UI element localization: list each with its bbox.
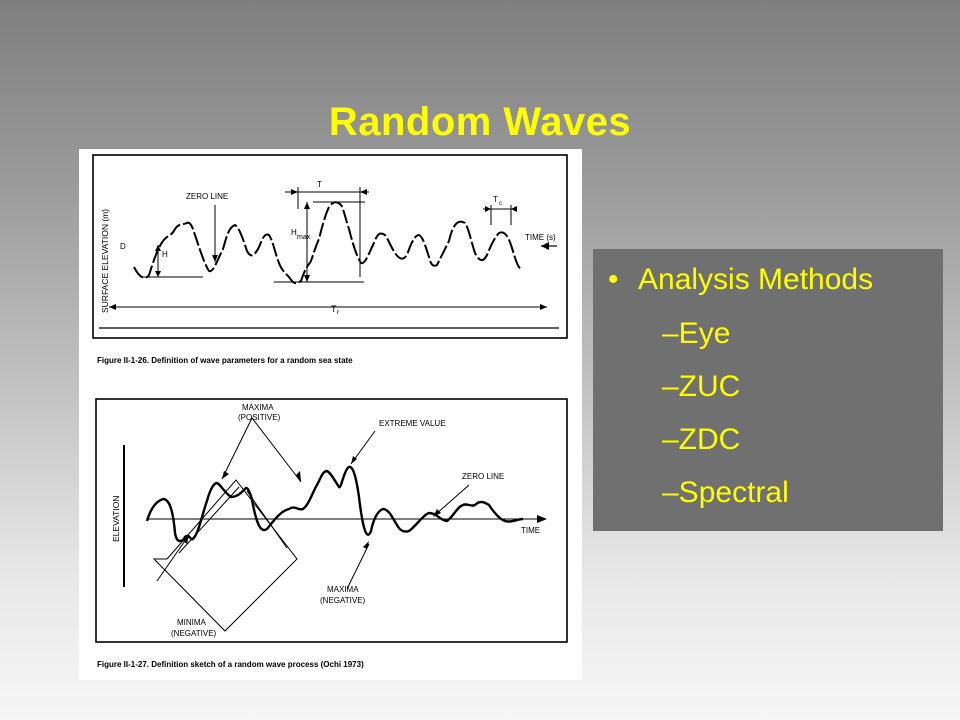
method-item: –Eye: [662, 317, 731, 350]
top-wave-trace: [133, 201, 522, 285]
top-time-label: TIME (s): [525, 233, 556, 242]
bottom-figure-frame: [95, 398, 568, 643]
method-item: –Spectral: [662, 476, 789, 509]
top-record-length-label: T: [331, 304, 337, 314]
top-crest-period-sub: c: [499, 201, 502, 207]
top-h-label: H: [162, 250, 168, 259]
top-hmax-sub: max: [297, 234, 311, 241]
top-caption: Figure II-1-26. Definition of wave param…: [97, 356, 353, 365]
maxima-positive-line1: MAXIMA: [242, 403, 274, 412]
analysis-methods-heading: Analysis Methods: [638, 263, 874, 296]
bottom-zero-line-label: ZERO LINE: [462, 472, 504, 481]
maxima-negative-line2: (NEGATIVE): [320, 596, 366, 605]
wave-diagrams: SURFACE ELEVATION (m): [92, 154, 568, 669]
bottom-ylabel: ELEVATION: [111, 496, 121, 542]
maxima-positive-line2: (POSITIVE): [238, 413, 281, 422]
top-hmax-label: H: [291, 228, 297, 237]
top-zero-line-label: ZERO LINE: [186, 192, 228, 201]
analysis-methods-box: • Analysis Methods –Eye –ZUC –ZDC –Spect…: [593, 249, 943, 531]
top-ylabel: SURFACE ELEVATION (m): [100, 209, 110, 313]
top-d-label: D: [120, 242, 126, 251]
bottom-caption: Figure II-1-27. Definition sketch of a r…: [97, 660, 364, 669]
top-figure: SURFACE ELEVATION (m): [92, 154, 568, 365]
method-item: –ZDC: [662, 423, 741, 456]
slide-title: Random Waves: [328, 100, 632, 144]
method-item: –ZUC: [662, 370, 741, 403]
extreme-value-label: EXTREME VALUE: [379, 419, 446, 428]
bottom-figure: ELEVATION MAXIMA (POSITIVE) EXTREME VALU…: [95, 398, 568, 669]
minima-line2: (NEGATIVE): [171, 629, 217, 638]
minima-line1: MINIMA: [177, 618, 207, 627]
top-figure-frame: [92, 154, 568, 339]
bullet-icon: •: [608, 263, 619, 296]
wave-figure: SURFACE ELEVATION (m): [79, 149, 582, 680]
top-crest-period-label: T: [493, 195, 498, 204]
bottom-time-label: TIME: [521, 526, 540, 535]
top-record-length-sub: r: [337, 309, 340, 316]
maxima-negative-line1: MAXIMA: [327, 585, 359, 594]
bottom-wave-trace: [145, 465, 524, 543]
top-period-label: T: [317, 180, 322, 189]
